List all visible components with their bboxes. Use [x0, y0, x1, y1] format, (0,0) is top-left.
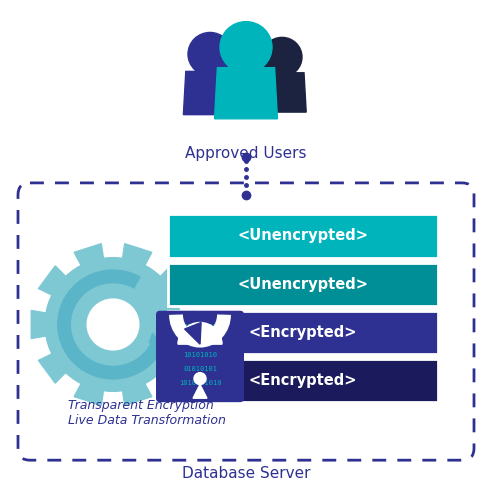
Polygon shape	[258, 73, 306, 112]
FancyBboxPatch shape	[156, 311, 244, 402]
Polygon shape	[31, 311, 48, 339]
Text: 10101010: 10101010	[183, 352, 217, 358]
Text: 01010101: 01010101	[183, 338, 217, 344]
Text: <Unencrypted>: <Unencrypted>	[238, 228, 369, 243]
Text: <Unencrypted>: <Unencrypted>	[238, 277, 369, 292]
Polygon shape	[38, 353, 67, 383]
Polygon shape	[215, 68, 277, 119]
Text: 01010101: 01010101	[183, 366, 217, 372]
Text: Database Server: Database Server	[182, 466, 310, 481]
Circle shape	[87, 299, 139, 350]
Circle shape	[45, 257, 181, 391]
Circle shape	[188, 32, 232, 76]
Text: <Encrypted>: <Encrypted>	[249, 373, 357, 388]
Polygon shape	[159, 266, 187, 296]
Bar	[168, 214, 438, 257]
Polygon shape	[193, 384, 207, 398]
FancyBboxPatch shape	[18, 183, 474, 460]
Text: 10101010: 10101010	[183, 325, 217, 330]
Polygon shape	[184, 71, 237, 114]
Polygon shape	[178, 311, 195, 339]
Polygon shape	[123, 244, 152, 267]
Circle shape	[194, 373, 206, 384]
Circle shape	[220, 22, 272, 73]
Polygon shape	[38, 266, 67, 296]
Polygon shape	[74, 244, 104, 267]
Text: Transparent Encryption
Live Data Transformation: Transparent Encryption Live Data Transfo…	[68, 399, 226, 427]
Text: <Encrypted>: <Encrypted>	[249, 325, 357, 340]
Polygon shape	[74, 382, 104, 405]
Polygon shape	[159, 353, 187, 383]
Polygon shape	[184, 323, 201, 344]
Bar	[168, 263, 438, 306]
Text: 1010101010: 1010101010	[179, 380, 221, 385]
Circle shape	[262, 37, 302, 77]
Polygon shape	[123, 382, 152, 405]
Polygon shape	[149, 333, 159, 342]
Bar	[168, 311, 438, 354]
Bar	[168, 359, 438, 402]
Wedge shape	[178, 323, 222, 344]
Text: Approved Users: Approved Users	[185, 145, 307, 160]
